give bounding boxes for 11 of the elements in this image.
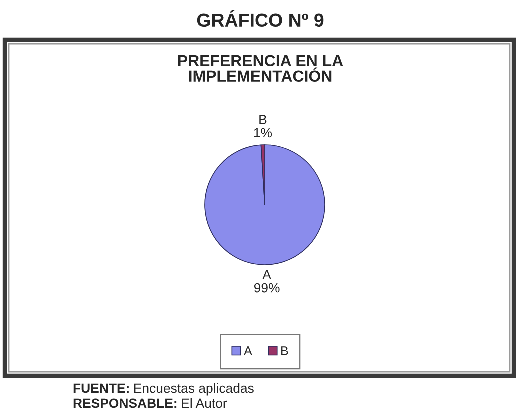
- pie-slice: [204, 144, 326, 266]
- source-note: FUENTE: Encuestas aplicadas: [74, 383, 254, 396]
- legend-label: B: [282, 346, 288, 356]
- chart-title: GRÁFICO Nº 9: [197, 10, 324, 28]
- slice-label: A: [262, 270, 272, 280]
- slice-label: B: [260, 115, 267, 124]
- data-label: 1%: [254, 128, 272, 138]
- data-label: 99%: [254, 283, 280, 293]
- legend-label: A: [244, 346, 252, 356]
- chart-subtitle: PREFERENCIA EN LA IMPLEMENTACIÓN: [178, 55, 344, 82]
- text: RESPONSABLE: El Autor: [74, 398, 228, 408]
